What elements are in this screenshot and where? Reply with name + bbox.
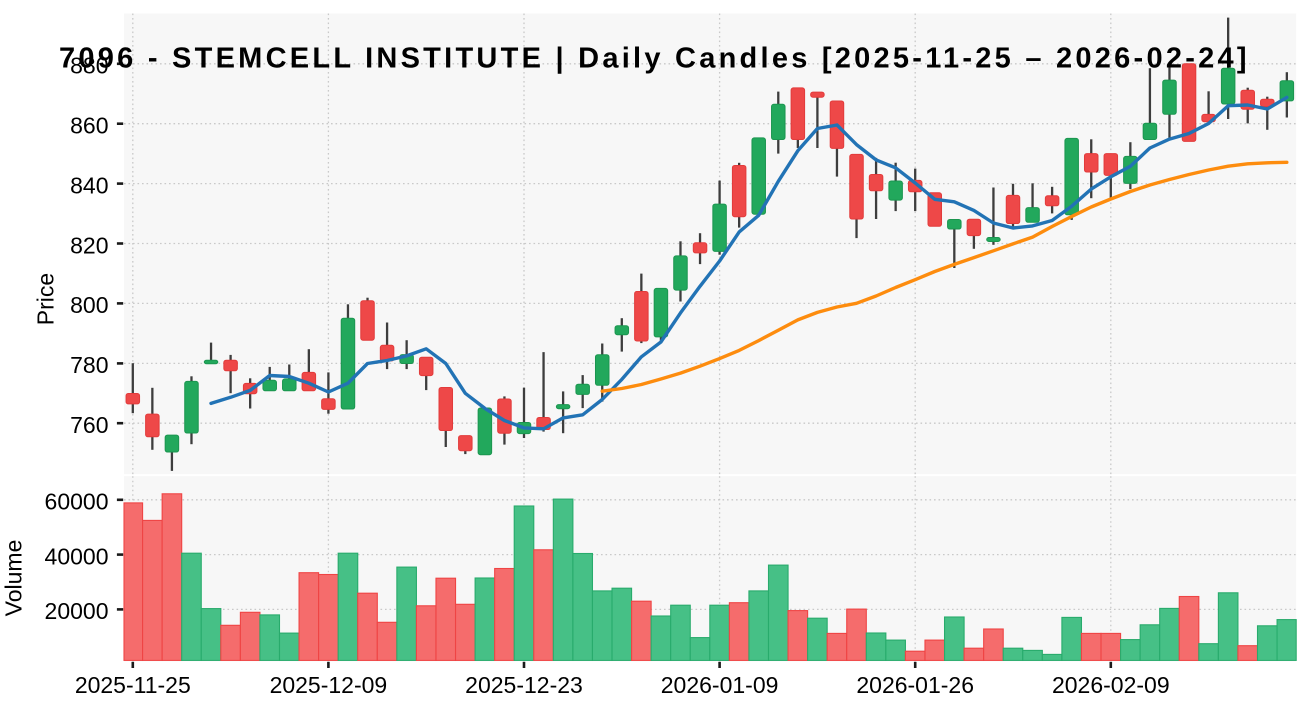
svg-text:2026-02-09: 2026-02-09 [1052,672,1170,698]
svg-text:820: 820 [70,232,108,258]
svg-text:840: 840 [70,172,108,198]
svg-text:40000: 40000 [45,543,109,569]
svg-text:2026-01-26: 2026-01-26 [856,672,974,698]
svg-text:760: 760 [70,412,108,438]
svg-text:800: 800 [70,292,108,318]
svg-text:Price: Price [33,273,59,325]
svg-text:7096 - STEMCELL INSTITUTE | Da: 7096 - STEMCELL INSTITUTE | Daily Candle… [59,43,1250,75]
svg-text:2025-12-23: 2025-12-23 [465,672,583,698]
svg-text:20000: 20000 [45,598,109,624]
svg-text:780: 780 [70,352,108,378]
svg-text:Volume: Volume [1,540,27,617]
svg-text:2026-01-09: 2026-01-09 [661,672,779,698]
svg-text:60000: 60000 [45,489,109,515]
svg-text:2025-11-25: 2025-11-25 [75,672,191,698]
svg-text:2025-12-09: 2025-12-09 [270,672,388,698]
svg-text:860: 860 [70,113,108,139]
svg-text:880: 880 [70,53,108,79]
